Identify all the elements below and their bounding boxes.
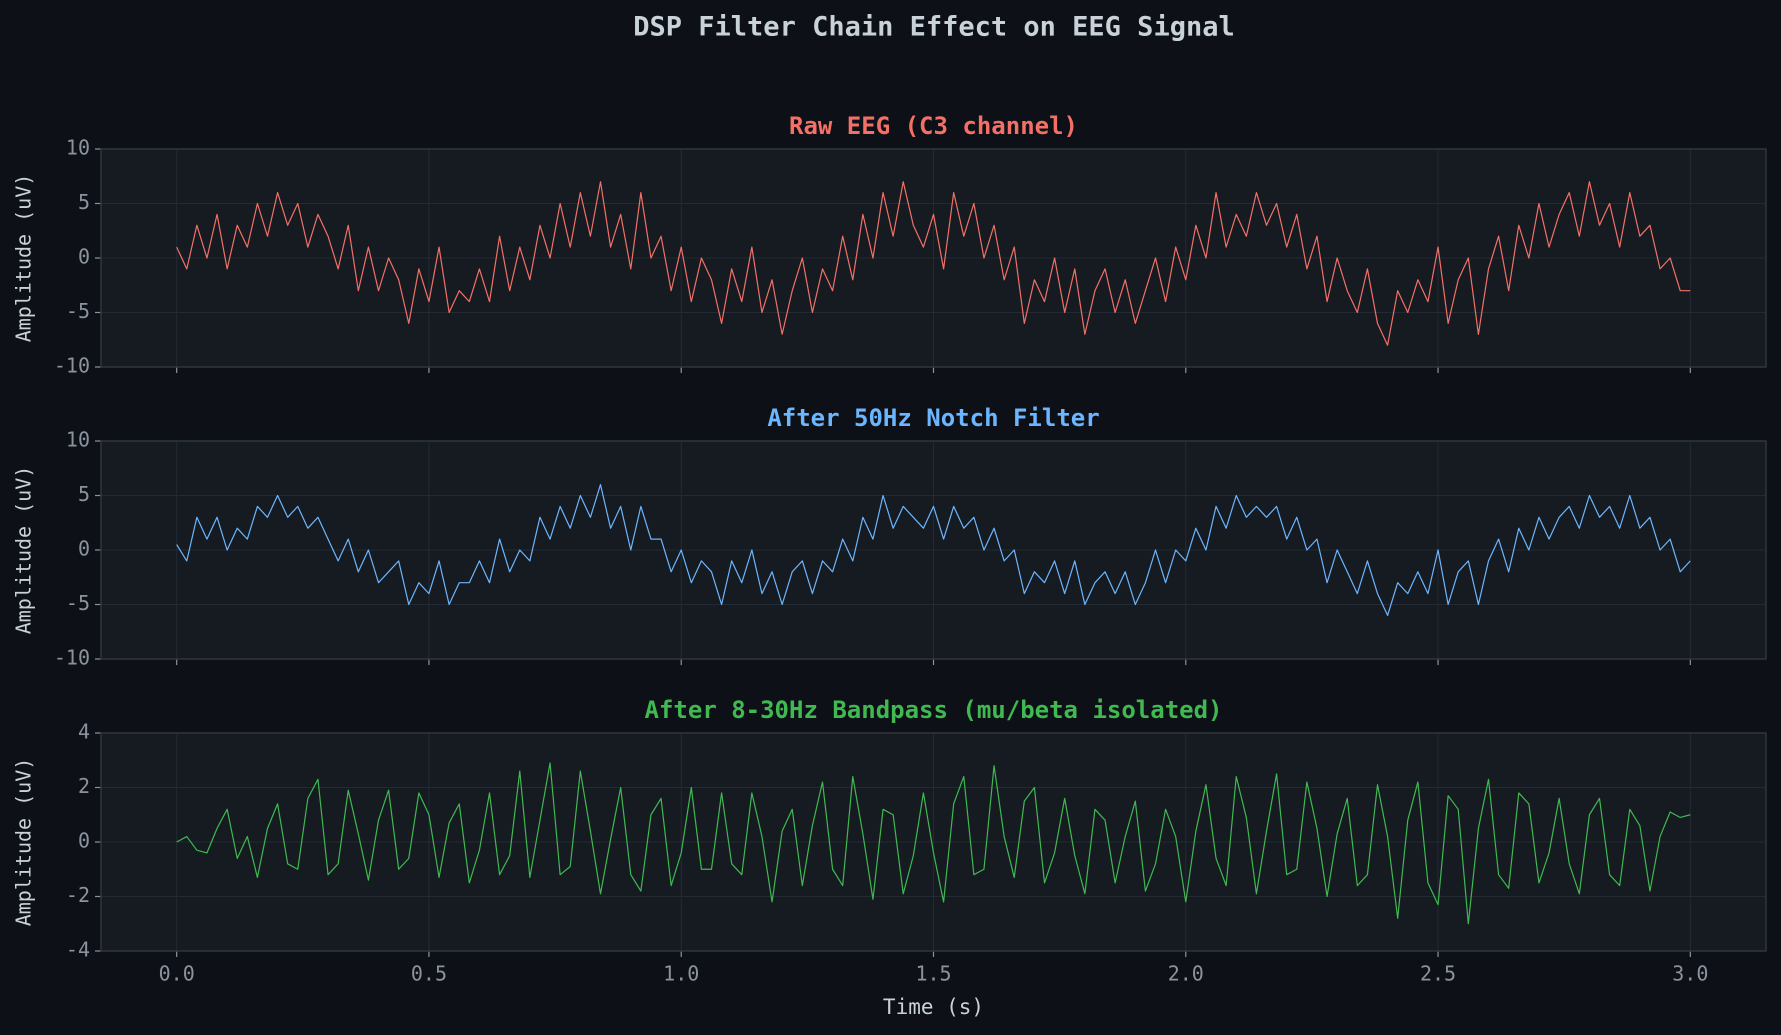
plot-frame [100, 148, 1767, 368]
x-tick-label: 2.0 [1168, 962, 1204, 986]
y-tick-label: 10 [66, 428, 90, 452]
y-axis-label: Amplitude (uV) [12, 174, 36, 343]
x-tick-label: 2.5 [1420, 962, 1456, 986]
x-tick-label: 3.0 [1672, 962, 1708, 986]
subplot-title: After 50Hz Notch Filter [767, 404, 1099, 432]
y-axis-label: Amplitude (uV) [12, 758, 36, 927]
x-tick-label: 1.5 [915, 962, 951, 986]
subplot-title: Raw EEG (C3 channel) [789, 112, 1078, 140]
y-tick-label: -10 [54, 646, 90, 670]
y-tick-label: 4 [78, 720, 90, 744]
y-tick-label: -5 [66, 299, 90, 323]
y-tick-label: -10 [54, 354, 90, 378]
signal-line [176, 181, 1691, 346]
x-axis-label: Time (s) [883, 995, 984, 1019]
y-tick-label: 0 [78, 829, 90, 853]
x-tick-label: 1.0 [663, 962, 699, 986]
y-tick-label: 5 [78, 190, 90, 214]
y-tick-label: -4 [66, 938, 90, 962]
y-axis-label: Amplitude (uV) [12, 466, 36, 635]
y-tick-label: -2 [66, 883, 90, 907]
x-tick-label: 0.0 [159, 962, 195, 986]
y-tick-label: 2 [78, 774, 90, 798]
plot-frame [100, 732, 1767, 952]
figure-title: DSP Filter Chain Effect on EEG Signal [633, 12, 1234, 43]
signal-line [176, 484, 1691, 616]
y-tick-label: 0 [78, 537, 90, 561]
y-tick-label: 10 [66, 136, 90, 160]
y-tick-label: 0 [78, 245, 90, 269]
plot-frame [100, 440, 1767, 660]
subplot-title: After 8-30Hz Bandpass (mu/beta isolated) [645, 696, 1223, 724]
y-tick-label: 5 [78, 482, 90, 506]
x-tick-label: 0.5 [411, 962, 447, 986]
signal-line [176, 762, 1691, 925]
y-tick-label: -5 [66, 591, 90, 615]
